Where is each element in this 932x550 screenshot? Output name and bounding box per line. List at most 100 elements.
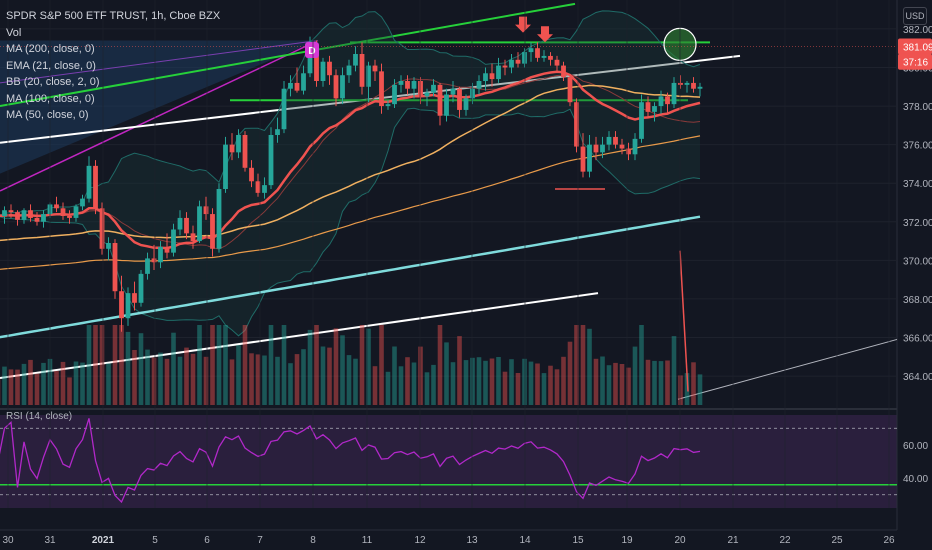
rsi-line	[0, 418, 701, 504]
candle-body	[294, 82, 300, 91]
candle-body	[366, 65, 371, 87]
volume-bar	[41, 362, 46, 405]
grey-projection-line	[677, 338, 898, 400]
legend-vol[interactable]: Vol	[6, 26, 22, 39]
volume-bar	[548, 365, 553, 405]
candle-body	[535, 48, 540, 58]
price-label-badge	[898, 53, 932, 70]
volume-bar	[255, 354, 261, 405]
candle-body	[93, 165, 98, 209]
time-tick-label: 13	[466, 535, 478, 546]
candle-body	[496, 65, 501, 80]
volume-bar	[366, 328, 371, 405]
candle-body	[561, 65, 566, 78]
volume-bar	[385, 371, 391, 405]
candle-body	[678, 82, 683, 85]
legend-ma50[interactable]: MA (50, close, 0)	[6, 109, 89, 121]
volume-bar	[483, 360, 488, 405]
volume-bar	[301, 349, 306, 405]
candle-body	[34, 217, 40, 222]
candle-body	[658, 96, 664, 107]
volume-bar	[489, 358, 495, 405]
price-tick-label: 378.00	[903, 102, 932, 113]
volume-bar	[424, 372, 430, 405]
candle-body	[483, 73, 488, 81]
candle-body	[28, 210, 33, 218]
volume-bar	[613, 362, 618, 405]
candle-body	[665, 96, 670, 105]
ma200-line	[0, 215, 701, 339]
candle-body	[463, 98, 469, 110]
rsi-legend[interactable]: RSI (14, close)	[6, 411, 73, 422]
time-tick-label: 20	[674, 535, 686, 546]
volume-bar	[67, 377, 72, 405]
time-tick-label: 21	[727, 535, 739, 546]
volume-bar	[28, 359, 33, 405]
volume-bar	[509, 359, 514, 405]
time-tick-label: 26	[883, 535, 895, 546]
indicator-legend: SPDR S&P 500 ETF TRUST, 1h, Cboe BZX Vol…	[6, 8, 220, 124]
price-label-text: 37:16	[903, 58, 928, 69]
volume-bar	[606, 365, 612, 405]
volume-bar	[665, 360, 670, 405]
currency-button[interactable]: USD	[903, 7, 927, 25]
legend-bb[interactable]: BB (20, close, 2, 0)	[6, 76, 100, 88]
volume-bar	[691, 362, 696, 405]
volume-bar	[470, 357, 475, 405]
legend-ma100[interactable]: MA (100, close, 0)	[6, 92, 95, 105]
volume-bar	[8, 369, 14, 405]
legend-ema21[interactable]: EMA (21, close, 0)	[6, 59, 96, 72]
volume-bar	[619, 364, 625, 405]
candle-body	[275, 129, 280, 135]
volume-bar	[184, 347, 189, 405]
volume-bar	[431, 364, 436, 405]
candle-body	[262, 185, 267, 193]
candle-body	[353, 54, 358, 66]
bollinger-basis	[0, 73, 701, 250]
volume-bar	[600, 356, 605, 405]
time-tick-label: 2021	[92, 535, 115, 546]
price-tick-label: 372.00	[903, 218, 932, 229]
volume-bar	[678, 375, 683, 405]
candle-body	[671, 82, 677, 105]
candle-body	[301, 73, 306, 91]
volume-bar	[379, 325, 384, 405]
legend-ma200[interactable]: MA (200, close, 0)	[6, 43, 95, 55]
candle-body	[288, 82, 293, 89]
candle-body	[626, 148, 631, 155]
time-tick-label: 12	[414, 535, 426, 546]
candle-body	[652, 106, 657, 112]
candle-body	[548, 55, 553, 60]
candle-body	[15, 212, 20, 220]
volume-bar	[496, 357, 501, 405]
volume-bar	[593, 358, 599, 405]
candle-body	[359, 54, 365, 87]
volume-bar	[444, 342, 449, 405]
volume-bar	[236, 345, 241, 405]
volume-bar	[158, 352, 163, 405]
rsi-tick-label: 40.00	[903, 474, 928, 485]
price-tick-label: 366.00	[903, 334, 932, 345]
volume-bar	[658, 361, 664, 405]
candle-body	[437, 84, 443, 116]
candle-body	[431, 84, 436, 93]
candle-body	[125, 293, 131, 319]
time-tick-label: 6	[204, 535, 210, 546]
volume-bar	[54, 371, 59, 405]
candle-body	[86, 165, 92, 199]
purple-fan-line	[0, 40, 319, 84]
volume-bar	[645, 359, 651, 405]
rsi-background	[0, 415, 897, 508]
volume-bar	[327, 347, 332, 405]
price-tick-label: 370.00	[903, 256, 932, 267]
candle-body	[411, 81, 417, 89]
volume-bar	[392, 346, 397, 405]
time-tick-label: 8	[310, 535, 316, 546]
volume-bar	[697, 374, 703, 405]
price-tick-label: 364.00	[903, 372, 932, 383]
candle-body	[184, 217, 189, 234]
candle-body	[372, 65, 378, 72]
volume-bar	[340, 335, 345, 405]
candle-body	[515, 59, 521, 64]
